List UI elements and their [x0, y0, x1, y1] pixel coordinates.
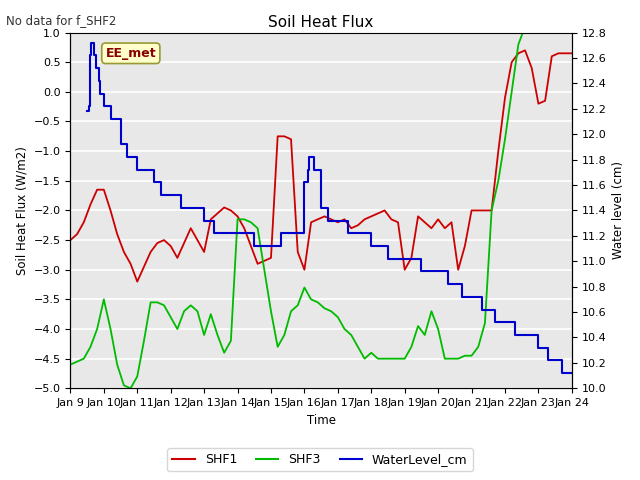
- Text: No data for f_SHF2: No data for f_SHF2: [6, 14, 116, 27]
- SHF3: [408, 344, 415, 350]
- SHF1: [247, 243, 255, 249]
- SHF3: [568, 24, 576, 29]
- Line: SHF1: SHF1: [70, 50, 572, 282]
- WaterLevel_cm: [518, 332, 525, 338]
- Legend: SHF1, SHF3, WaterLevel_cm: SHF1, SHF3, WaterLevel_cm: [167, 448, 473, 471]
- Text: EE_met: EE_met: [106, 47, 156, 60]
- WaterLevel_cm: [344, 230, 352, 236]
- X-axis label: Time: Time: [307, 414, 335, 427]
- SHF1: [113, 231, 121, 237]
- Y-axis label: Soil Heat Flux (W/m2): Soil Heat Flux (W/m2): [15, 146, 28, 275]
- SHF1: [67, 237, 74, 243]
- SHF3: [247, 219, 255, 225]
- SHF1: [334, 219, 342, 225]
- Title: Soil Heat Flux: Soil Heat Flux: [268, 15, 374, 30]
- SHF3: [127, 385, 134, 391]
- SHF3: [67, 362, 74, 368]
- WaterLevel_cm: [87, 40, 95, 46]
- WaterLevel_cm: [301, 180, 308, 185]
- SHF3: [521, 24, 529, 29]
- WaterLevel_cm: [103, 103, 111, 109]
- SHF1: [133, 279, 141, 285]
- SHF1: [394, 219, 402, 225]
- WaterLevel_cm: [83, 108, 91, 114]
- WaterLevel_cm: [86, 52, 93, 58]
- SHF3: [113, 362, 121, 368]
- WaterLevel_cm: [568, 370, 576, 376]
- Line: WaterLevel_cm: WaterLevel_cm: [87, 43, 572, 373]
- WaterLevel_cm: [558, 370, 566, 376]
- SHF3: [474, 344, 482, 350]
- WaterLevel_cm: [545, 358, 552, 363]
- Y-axis label: Water level (cm): Water level (cm): [612, 161, 625, 259]
- SHF1: [521, 48, 529, 53]
- SHF3: [394, 356, 402, 361]
- SHF1: [408, 255, 415, 261]
- Line: SHF3: SHF3: [70, 26, 572, 388]
- SHF3: [334, 314, 342, 320]
- SHF1: [568, 50, 576, 56]
- SHF1: [474, 207, 482, 213]
